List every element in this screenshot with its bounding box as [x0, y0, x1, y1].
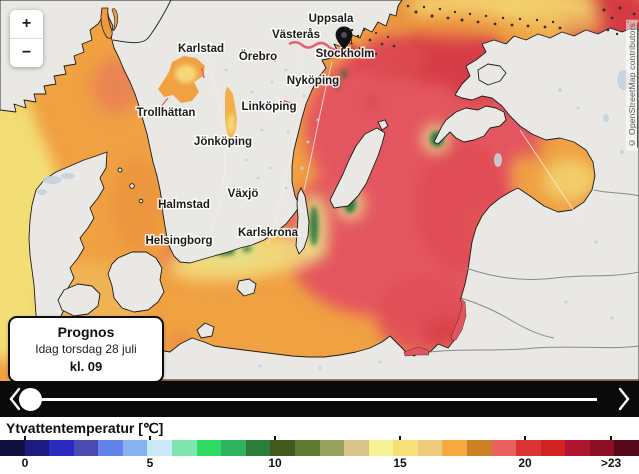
timeline-prev-icon[interactable] [6, 386, 24, 412]
oslofjord [100, 7, 119, 39]
legend-color-segment [98, 440, 123, 456]
city-label-trollhattan: Trollhättan [137, 107, 196, 119]
legend-color-segment [294, 440, 320, 456]
map-attribution[interactable]: © OpenStreetMap contributors [626, 20, 638, 151]
legend-tick-15: 15 [393, 456, 407, 470]
map[interactable]: Uppsala Västerås Stockholm Nyköping Karl… [0, 0, 639, 381]
city-label-halmstad: Halmstad [158, 199, 210, 211]
legend-colorbar [0, 440, 639, 456]
forecast-popup: Prognos Idag torsdag 28 juli kl. 09 [8, 316, 164, 381]
city-label-linkoping: Linköping [242, 101, 297, 113]
forecast-title: Prognos [57, 324, 115, 340]
legend-color-segment [516, 440, 541, 456]
legend-color-segment [270, 440, 295, 456]
city-label-karlskrona: Karlskrona [238, 227, 299, 239]
archipelago-dots [350, 4, 636, 56]
legend-tick-20: 20 [518, 456, 532, 470]
legend-color-segment [589, 440, 615, 456]
timeline-next-icon[interactable] [615, 386, 633, 412]
legend-color-segment [49, 440, 74, 456]
legend-tick-23: >23 [600, 456, 622, 470]
city-label-uppsala: Uppsala [309, 13, 354, 25]
location-pin-icon[interactable] [335, 26, 353, 50]
timeline-handle[interactable] [19, 387, 42, 411]
timeline-slider[interactable] [0, 381, 639, 417]
city-label-karlstad: Karlstad [178, 43, 224, 55]
zoom-control: + − [10, 10, 43, 67]
forecast-date: Idag torsdag 28 juli [35, 342, 137, 356]
legend-tickmark [610, 436, 612, 440]
legend-color-segment [368, 440, 394, 456]
legend-color-segment [73, 440, 99, 456]
legend-color-segment [24, 440, 50, 456]
country-borders [112, 0, 639, 353]
legend-title: Ytvattentemperatur [℃] [6, 420, 164, 436]
map-canvas[interactable]: Uppsala Västerås Stockholm Nyköping Karl… [0, 0, 639, 381]
legend-tickmark [149, 436, 151, 440]
zoom-out-button[interactable]: − [10, 39, 43, 67]
city-label-nykoping: Nyköping [287, 75, 339, 87]
city-label-vasteras: Västerås [272, 29, 320, 41]
forecast-time: kl. 09 [69, 359, 103, 374]
lakes-layer [151, 41, 344, 140]
legend-color-segment [344, 440, 369, 456]
city-label-helsingborg: Helsingborg [145, 235, 212, 247]
legend-color-segment [466, 440, 492, 456]
legend-color-segment [491, 440, 517, 456]
city-label-stockholm: Stockholm [316, 48, 375, 60]
legend-color-segment [245, 440, 271, 456]
city-label-vaxjo: Växjö [228, 188, 259, 200]
legend-color-segment [196, 440, 222, 456]
legend-color-segment [565, 440, 590, 456]
legend-color-segment [0, 440, 25, 456]
legend-color-segment [122, 440, 148, 456]
legend-tick-5: 5 [146, 456, 154, 470]
legend-color-segment [614, 440, 639, 456]
legend-color-segment [393, 440, 418, 456]
city-labels: Uppsala Västerås Stockholm Nyköping Karl… [135, 12, 376, 249]
legend-color-segment [172, 440, 197, 456]
zoom-control-divider [10, 38, 43, 39]
legend-tickmark [24, 436, 26, 440]
legend-color-segment [221, 440, 246, 456]
legend-tickmark [524, 436, 526, 440]
legend-color-segment [147, 440, 173, 456]
legend-color-segment [319, 440, 345, 456]
legend-tick-0: 0 [21, 456, 29, 470]
city-label-jonkoping: Jönköping [194, 136, 252, 148]
legend-color-segment [417, 440, 443, 456]
zoom-in-button[interactable]: + [10, 10, 43, 38]
legend-color-segment [540, 440, 566, 456]
land-detail [37, 41, 631, 370]
city-label-orebro: Örebro [239, 50, 277, 63]
legend-tick-10: 10 [268, 456, 282, 470]
legend-tickmark [399, 436, 401, 440]
lagoons [403, 297, 467, 357]
legend: Ytvattentemperatur [℃] 0 5 10 15 20 >23 [0, 417, 639, 474]
legend-color-segment [442, 440, 467, 456]
timeline-track[interactable] [40, 398, 597, 401]
legend-tickmark [274, 436, 276, 440]
